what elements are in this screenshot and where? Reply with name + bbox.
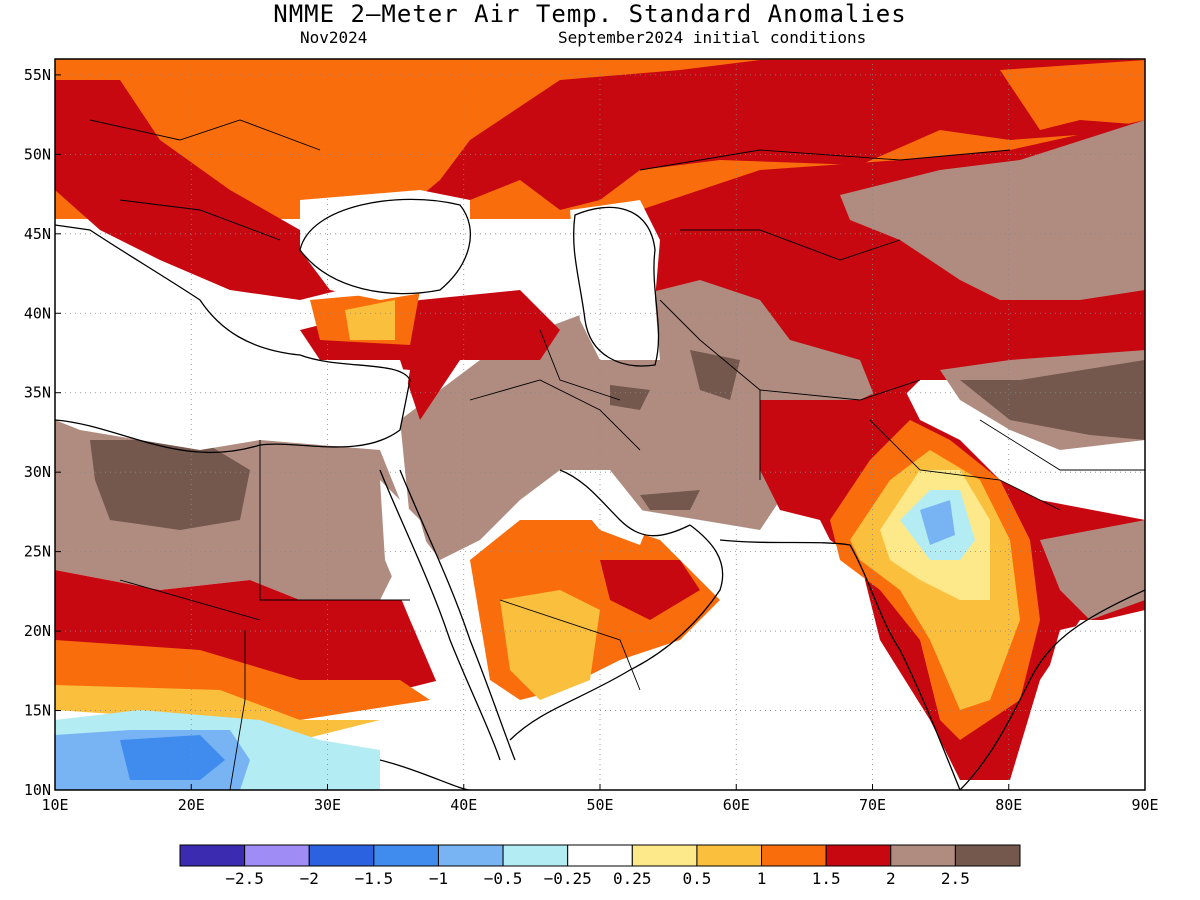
borders: [89, 119, 1145, 790]
coastlines: [55, 198, 1145, 790]
lon-tick-label: 70E: [859, 796, 886, 814]
lon-tick-label: 60E: [723, 796, 750, 814]
colorbar-tick-label: 1.5: [812, 869, 841, 888]
lat-tick-label: 35N: [24, 384, 51, 402]
colorbar-swatch: [373, 844, 439, 867]
map-title: NMME 2–Meter Air Temp. Standard Anomalie…: [273, 0, 907, 28]
lon-tick-label: 50E: [586, 796, 613, 814]
colorbar-swatch: [890, 844, 956, 867]
lon-tick-label: 10E: [41, 796, 68, 814]
colorbar-tick-label: 0.25: [613, 869, 652, 888]
initial-conditions-label: September2024 initial conditions: [558, 28, 867, 47]
colorbar-tick-label: −1.5: [355, 869, 394, 888]
colorbar-swatch: [502, 844, 569, 867]
colorbar-swatch: [308, 844, 375, 867]
caspian-mask: [570, 200, 660, 360]
shade-iraq-dark: [610, 385, 650, 410]
valid-month-label: Nov2024: [300, 28, 368, 47]
lat-tick-label: 25N: [24, 543, 51, 561]
lat-tick-label: 50N: [24, 145, 51, 163]
colorbar-tick-label: −2: [300, 869, 319, 888]
arabian-sea-mask: [600, 540, 940, 790]
shade-siberia-orange: [1000, 60, 1145, 130]
shade-bangladesh-brown: [1040, 520, 1145, 620]
axis-ticks: 10E 20E 30E 40E 50E 60E 70E 80E 90E 10N 15N 20N 25N 3…: [24, 66, 1159, 814]
colorbar-swatch: [761, 844, 827, 867]
shade-aegean-yellow: [345, 300, 395, 340]
bay-of-bengal-mask: [1010, 610, 1145, 790]
colorbar-swatch: [179, 844, 246, 867]
lat-tick-label: 30N: [24, 463, 51, 481]
colorbar-tick-label: 2.5: [941, 869, 970, 888]
lon-tick-label: 30E: [314, 796, 341, 814]
shade-mongolia-brown: [840, 120, 1145, 300]
shade-sahel-yellow: [55, 685, 380, 740]
colorbar-swatch: [954, 844, 1021, 867]
colorbar-tick-label: −0.5: [484, 869, 523, 888]
lat-tick-label: 20N: [24, 622, 51, 640]
lat-tick-label: 45N: [24, 225, 51, 243]
colorbar-swatch: [437, 844, 504, 867]
colorbar-tick-label: 2: [886, 869, 896, 888]
colorbar: −2.5 −2 −1.5 −1 −0.5 −0.25 0.25 0.5 1 1.5 2 2.5: [179, 844, 1021, 888]
shade-gulf-dark: [640, 490, 700, 510]
colorbar-tick-label: −2.5: [225, 869, 264, 888]
colorbar-swatch: [825, 844, 892, 867]
colorbar-tick-label: 0.5: [682, 869, 711, 888]
shade-oman-red: [600, 560, 700, 620]
colorbar-tick-label: 1: [757, 869, 767, 888]
shade-tibet-dark: [960, 360, 1145, 440]
lat-tick-label: 55N: [24, 66, 51, 84]
anomaly-field: [55, 59, 1145, 790]
shade-yemen-yellow: [500, 590, 600, 700]
shade-libya-dark: [90, 440, 250, 530]
lon-tick-label: 20E: [178, 796, 205, 814]
lon-tick-label: 90E: [1131, 796, 1158, 814]
colorbar-swatch: [567, 844, 633, 867]
shade-east-africa-blue: [120, 735, 225, 780]
black-sea-mask: [300, 190, 470, 300]
lat-tick-label: 40N: [24, 304, 51, 322]
lon-tick-label: 80E: [995, 796, 1022, 814]
colorbar-tick-label: −1: [429, 869, 448, 888]
lat-tick-label: 15N: [24, 702, 51, 720]
colorbar-swatch: [631, 844, 698, 867]
red-sea-mask: [380, 480, 500, 740]
mediterranean-mask: [55, 230, 410, 450]
lat-lon-grid: [55, 59, 1145, 790]
shade-india-blue: [920, 500, 955, 545]
lat-tick-label: 10N: [24, 781, 51, 799]
colorbar-swatch: [696, 844, 763, 867]
colorbar-tick-label: −0.25: [544, 869, 592, 888]
lon-tick-label: 40E: [450, 796, 477, 814]
colorbar-swatch: [244, 844, 310, 867]
